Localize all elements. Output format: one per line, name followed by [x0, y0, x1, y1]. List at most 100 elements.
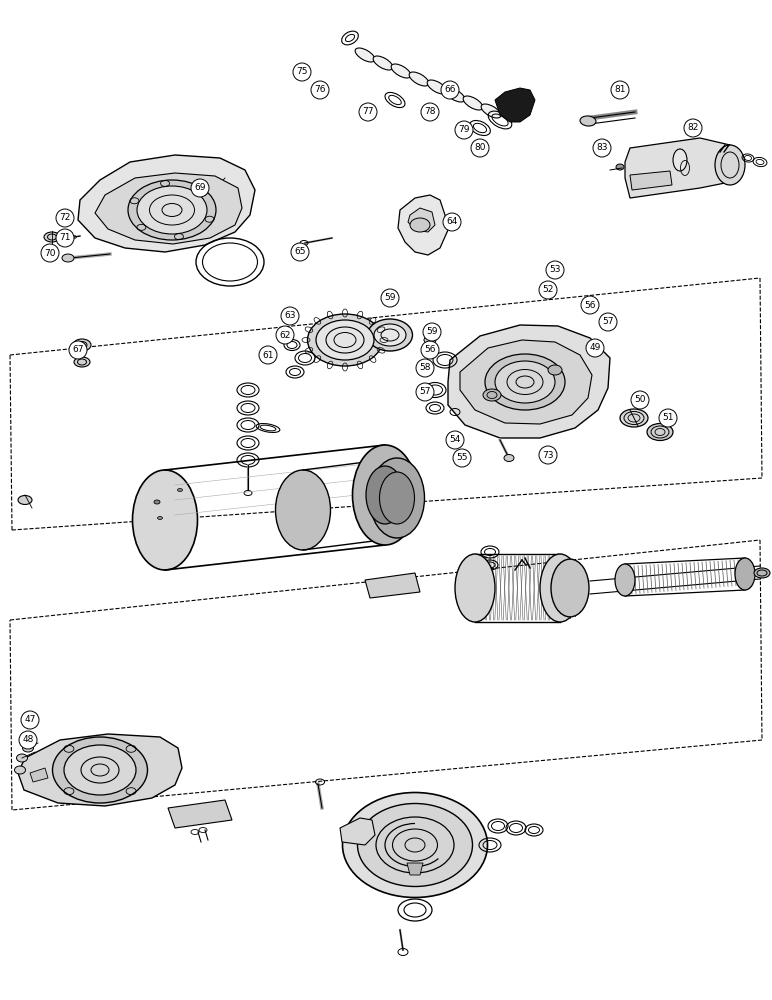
Ellipse shape [659, 409, 677, 427]
Ellipse shape [316, 320, 374, 360]
Polygon shape [460, 340, 592, 424]
Ellipse shape [620, 409, 648, 427]
Polygon shape [340, 818, 375, 845]
Ellipse shape [357, 804, 472, 886]
Ellipse shape [443, 213, 461, 231]
Ellipse shape [495, 361, 555, 403]
Ellipse shape [455, 121, 473, 139]
Text: 51: 51 [662, 414, 674, 422]
Ellipse shape [471, 139, 489, 157]
Ellipse shape [611, 81, 629, 99]
Ellipse shape [276, 470, 330, 550]
Ellipse shape [370, 458, 425, 538]
Ellipse shape [381, 289, 399, 307]
Text: 55: 55 [456, 454, 468, 462]
Ellipse shape [593, 139, 611, 157]
Ellipse shape [311, 81, 329, 99]
Text: 79: 79 [459, 125, 469, 134]
Ellipse shape [16, 754, 28, 762]
Ellipse shape [463, 96, 482, 110]
Ellipse shape [62, 254, 74, 262]
Ellipse shape [539, 446, 557, 464]
Polygon shape [30, 768, 48, 782]
Ellipse shape [421, 341, 439, 359]
Text: 80: 80 [474, 143, 486, 152]
Ellipse shape [291, 243, 309, 261]
Text: 56: 56 [425, 346, 435, 355]
Text: 62: 62 [279, 330, 291, 340]
Ellipse shape [581, 296, 599, 314]
Ellipse shape [599, 313, 617, 331]
Ellipse shape [380, 472, 415, 524]
Text: 65: 65 [294, 247, 306, 256]
Ellipse shape [586, 339, 604, 357]
Ellipse shape [259, 346, 277, 364]
Ellipse shape [504, 454, 514, 462]
Text: 57: 57 [419, 387, 431, 396]
Text: 52: 52 [542, 286, 554, 294]
Ellipse shape [44, 232, 60, 242]
Ellipse shape [19, 731, 37, 749]
Text: 66: 66 [444, 86, 455, 95]
Ellipse shape [615, 564, 635, 596]
Text: 75: 75 [296, 68, 308, 77]
Ellipse shape [416, 359, 434, 377]
Ellipse shape [427, 80, 447, 94]
Text: 78: 78 [425, 107, 435, 116]
Polygon shape [365, 573, 420, 598]
Ellipse shape [410, 218, 430, 232]
Ellipse shape [539, 281, 557, 299]
Ellipse shape [52, 737, 147, 803]
Ellipse shape [293, 63, 311, 81]
Ellipse shape [41, 244, 59, 262]
Ellipse shape [56, 209, 74, 227]
Ellipse shape [373, 56, 393, 70]
Ellipse shape [424, 336, 436, 344]
Ellipse shape [446, 431, 464, 449]
Ellipse shape [548, 365, 562, 375]
Polygon shape [630, 171, 672, 190]
Ellipse shape [133, 470, 198, 570]
Ellipse shape [355, 48, 375, 62]
Ellipse shape [22, 744, 33, 752]
Text: 72: 72 [59, 214, 71, 223]
Ellipse shape [374, 324, 406, 346]
Text: 57: 57 [602, 318, 614, 326]
Text: 83: 83 [596, 143, 608, 152]
Ellipse shape [18, 495, 32, 504]
Ellipse shape [481, 104, 501, 118]
Ellipse shape [359, 103, 377, 121]
Text: 59: 59 [426, 328, 438, 336]
Ellipse shape [580, 116, 596, 126]
Ellipse shape [423, 323, 441, 341]
Ellipse shape [551, 559, 589, 617]
Polygon shape [18, 734, 182, 806]
Ellipse shape [483, 389, 501, 401]
Text: 73: 73 [542, 450, 554, 460]
Ellipse shape [445, 88, 465, 102]
Text: 56: 56 [584, 300, 596, 310]
Ellipse shape [191, 179, 209, 197]
Ellipse shape [64, 745, 136, 795]
Ellipse shape [391, 64, 411, 78]
Text: 49: 49 [589, 344, 601, 353]
Ellipse shape [546, 261, 564, 279]
Ellipse shape [15, 766, 25, 774]
Ellipse shape [421, 103, 439, 121]
Ellipse shape [137, 186, 207, 234]
Text: 61: 61 [262, 351, 274, 360]
Ellipse shape [74, 357, 90, 367]
Polygon shape [495, 88, 535, 122]
Text: 50: 50 [635, 395, 645, 404]
Ellipse shape [343, 792, 487, 898]
Ellipse shape [409, 72, 429, 86]
Ellipse shape [647, 424, 673, 440]
Text: 82: 82 [687, 123, 699, 132]
Ellipse shape [281, 307, 299, 325]
Ellipse shape [353, 445, 418, 545]
Ellipse shape [157, 516, 162, 520]
Text: 67: 67 [73, 346, 83, 355]
Ellipse shape [485, 354, 565, 410]
Polygon shape [78, 155, 255, 252]
Ellipse shape [73, 339, 91, 351]
